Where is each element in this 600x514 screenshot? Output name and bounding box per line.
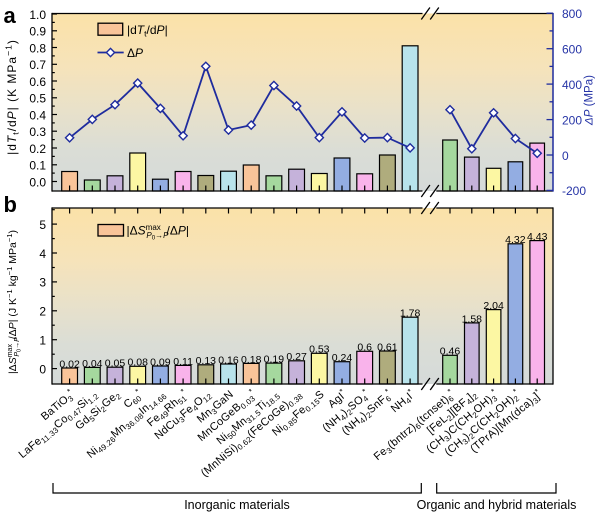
svg-text:0.8: 0.8 [29,41,46,55]
svg-text:0.53: 0.53 [309,344,330,356]
svg-text:ΔP: ΔP [127,46,143,60]
svg-text:a: a [4,3,17,28]
svg-text:3: 3 [39,276,46,290]
svg-text:0.9: 0.9 [29,25,46,39]
svg-text:0.08: 0.08 [127,357,148,369]
svg-text:0.7: 0.7 [29,58,46,72]
svg-text:0.09: 0.09 [150,356,171,368]
svg-text:|ΔSmaxP0→P/ΔP| (J K−1 kg−1 MPa: |ΔSmaxP0→P/ΔP| (J K−1 kg−1 MPa−1) [5,230,23,374]
svg-text:b: b [4,192,17,217]
svg-text:0.6: 0.6 [29,75,46,89]
svg-text:1: 1 [39,334,46,348]
svg-text:0.6: 0.6 [357,342,372,354]
svg-text:(NH4)2SnF6*: (NH4)2SnF6* [338,387,395,439]
svg-text:600: 600 [562,43,582,57]
svg-text:|dTt/dP|: |dTt/dP| [127,23,168,39]
svg-text:0.05: 0.05 [105,358,126,370]
svg-text:1.58: 1.58 [462,313,483,325]
svg-text:0.27: 0.27 [286,351,307,363]
svg-text:ΔP (MPa): ΔP (MPa) [584,75,596,126]
svg-text:2.04: 2.04 [483,300,504,312]
svg-text:0.24: 0.24 [332,352,353,364]
svg-text:0.4: 0.4 [29,108,46,122]
svg-text:0.13: 0.13 [196,355,217,367]
svg-text:5: 5 [39,218,46,232]
svg-text:4: 4 [39,247,46,261]
svg-text:0.5: 0.5 [29,92,46,106]
svg-text:|dTt/dP| (K MPa−1): |dTt/dP| (K MPa−1) [3,39,20,155]
svg-text:200: 200 [562,113,582,127]
svg-text:0.0: 0.0 [29,175,46,189]
svg-text:1.78: 1.78 [400,308,421,320]
svg-text:800: 800 [562,7,582,21]
svg-text:Organic and hybrid materials: Organic and hybrid materials [417,498,577,512]
svg-text:0.19: 0.19 [264,354,285,366]
svg-text:2: 2 [39,305,46,319]
svg-text:0.1: 0.1 [29,159,46,173]
svg-text:0: 0 [39,362,46,376]
svg-text:Inorganic materials: Inorganic materials [184,498,290,512]
svg-text:1.0: 1.0 [29,8,46,22]
svg-text:0.02: 0.02 [59,358,80,370]
svg-text:0.46: 0.46 [440,346,461,358]
svg-text:0.04: 0.04 [82,358,103,370]
svg-text:0.3: 0.3 [29,125,46,139]
svg-text:0.16: 0.16 [218,354,239,366]
svg-text:0.2: 0.2 [29,142,46,156]
svg-text:0.18: 0.18 [241,354,262,366]
svg-text:-200: -200 [562,184,586,198]
svg-text:4.32: 4.32 [505,234,526,246]
svg-text:4.43: 4.43 [527,231,548,243]
svg-text:0.11: 0.11 [173,356,193,368]
svg-text:400: 400 [562,78,582,92]
svg-text:0: 0 [562,149,569,163]
svg-text:|ΔSmaxP0→P/ΔP|: |ΔSmax P0→P/ΔP| [127,223,190,242]
svg-text:0.61: 0.61 [377,341,398,353]
